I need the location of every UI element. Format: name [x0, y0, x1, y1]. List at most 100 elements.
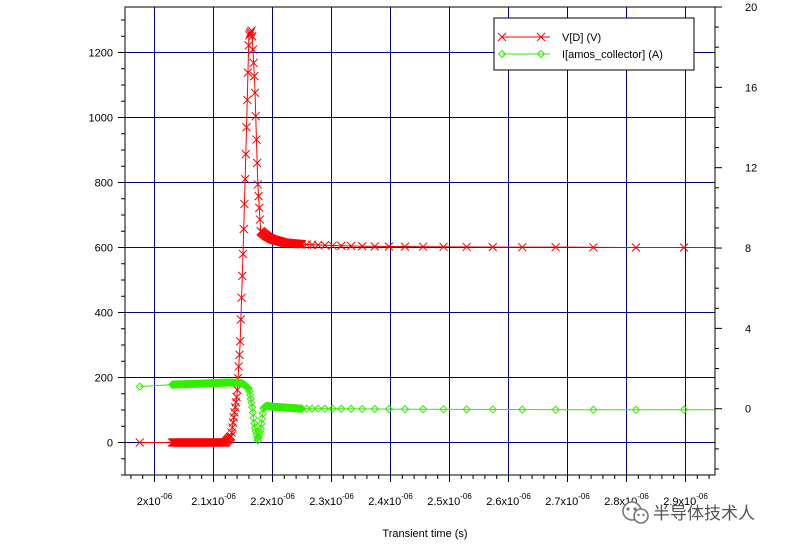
data-point-marker	[497, 49, 507, 59]
x-tick-label: 2.1x10-06	[191, 492, 236, 508]
data-point-marker	[226, 431, 236, 441]
data-point-marker	[346, 404, 356, 414]
data-point-marker	[250, 419, 259, 428]
data-point-marker	[234, 362, 244, 371]
legend-box	[493, 17, 695, 71]
y-left-tick-label: 800	[95, 178, 113, 190]
data-point-marker	[252, 158, 262, 168]
axis-ticks	[118, 6, 722, 482]
data-point-marker	[235, 350, 244, 360]
data-point-marker	[384, 404, 394, 414]
data-point-marker	[631, 243, 641, 252]
data-point-marker	[246, 394, 255, 404]
data-point-marker	[384, 242, 394, 251]
data-point-marker	[253, 180, 263, 189]
y-left-tick-label: 600	[95, 243, 113, 255]
data-point-marker	[248, 45, 258, 54]
x-tick-label: 2.2x10-06	[250, 492, 295, 508]
y-left-tick-label: 200	[95, 373, 113, 385]
y-right-tick-label: 12	[745, 163, 757, 175]
data-point-marker	[337, 404, 346, 413]
data-point-marker	[255, 215, 265, 224]
data-point-marker	[232, 392, 241, 402]
x-tick-label: 2.9x10-06	[663, 492, 708, 508]
data-point-marker	[536, 32, 546, 42]
data-point-marker	[357, 241, 367, 251]
data-point-marker	[400, 242, 410, 251]
data-point-marker	[248, 408, 258, 417]
x-tick-label: 2.4x10-06	[368, 492, 413, 508]
data-point-marker	[462, 242, 471, 252]
data-point-marker	[245, 386, 254, 396]
data-point-marker	[240, 199, 249, 209]
series-v-d	[135, 26, 715, 447]
data-point-marker	[235, 337, 245, 346]
data-point-marker	[518, 405, 527, 414]
data-point-marker	[237, 293, 246, 303]
y-left-tick-label: 400	[95, 308, 113, 320]
data-point-marker	[135, 382, 144, 391]
data-point-marker	[244, 384, 253, 393]
data-point-marker	[488, 405, 497, 414]
series-line	[139, 29, 715, 443]
legend: V[D] (V) I[amos_collector] (A)	[493, 17, 695, 71]
data-point-marker	[400, 404, 410, 414]
y-right-tick-label: 0	[745, 404, 751, 416]
data-point-marker	[517, 242, 527, 252]
data-point-marker	[328, 241, 337, 250]
data-point-marker	[346, 241, 356, 251]
data-point-marker	[358, 404, 367, 414]
data-point-marker	[241, 149, 251, 159]
data-point-marker	[439, 242, 448, 252]
data-point-marker	[242, 122, 251, 132]
data-point-marker	[252, 135, 261, 144]
data-point-marker	[551, 405, 560, 414]
x-axis-title: Transient time (s)	[382, 528, 467, 540]
series-layer	[135, 26, 715, 447]
data-point-marker	[249, 71, 259, 81]
data-point-marker	[249, 413, 258, 423]
data-point-marker	[247, 398, 256, 407]
x-tick-label: 2x10-06	[137, 492, 173, 508]
data-point-marker	[589, 405, 598, 414]
data-point-marker	[243, 68, 253, 78]
data-point-marker	[257, 419, 266, 428]
data-point-marker	[307, 404, 317, 413]
y-right-tick-label: 16	[745, 82, 757, 94]
data-point-marker	[251, 111, 261, 121]
legend-label: I[amos_collector] (A)	[562, 49, 663, 61]
data-point-marker	[418, 242, 428, 252]
data-point-marker	[239, 224, 249, 234]
data-point-marker	[679, 405, 689, 414]
data-point-marker	[249, 58, 258, 68]
data-point-marker	[418, 405, 428, 414]
y-left-tick-label: 0	[107, 438, 113, 450]
data-point-marker	[254, 203, 264, 213]
data-point-marker	[242, 95, 252, 105]
data-point-marker	[320, 404, 330, 413]
x-tick-label: 2.5x10-06	[427, 492, 472, 508]
data-point-marker	[237, 271, 247, 281]
data-point-marker	[320, 240, 330, 250]
y-left-tick-label: 1000	[89, 113, 113, 125]
data-point-marker	[497, 32, 507, 42]
data-point-marker	[679, 243, 689, 252]
x-tick-label: 2.6x10-06	[486, 492, 531, 508]
y-right-tick-label: 8	[745, 243, 751, 255]
data-point-marker	[232, 385, 242, 395]
axis-labels: 2x10-06 2.1x10-06 2.2x10-06 2.3x10-06 2.4x10…	[89, 2, 758, 508]
wechat-icon	[622, 501, 649, 524]
x-tick-label: 2.3x10-06	[309, 492, 354, 508]
data-point-marker	[245, 30, 254, 40]
series-i-amos-collector	[135, 378, 715, 445]
data-point-marker	[370, 241, 380, 251]
data-point-marker	[236, 315, 246, 324]
data-point-marker	[240, 174, 250, 184]
watermark-text: 半导体技术人	[653, 504, 755, 524]
x-tick-label: 2.7x10-06	[545, 492, 590, 508]
data-point-marker	[250, 88, 260, 98]
legend-item: V[D] (V)	[497, 32, 601, 44]
data-point-marker	[488, 242, 498, 252]
